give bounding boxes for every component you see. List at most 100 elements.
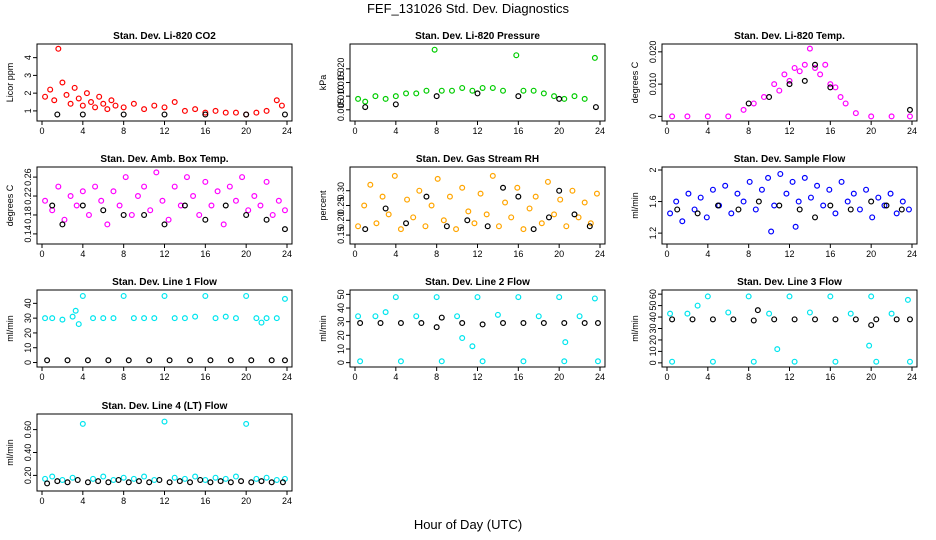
x-tick-label: 16 [825,249,835,259]
data-point [79,202,86,209]
data-point [187,357,194,364]
x-tick-label: 12 [159,126,169,136]
y-tick-label: 1 [23,108,33,113]
y-tick-label: 20 [23,328,33,338]
x-tick-label: 0 [664,372,669,382]
data-point [392,294,399,301]
panel-frame [349,166,606,245]
data-point [141,106,148,113]
data-point [120,292,127,299]
data-point [263,315,270,322]
data-point [515,294,522,301]
data-point [385,211,392,218]
data-point [868,293,875,300]
x-tick-label: 24 [282,372,292,382]
data-point [243,420,250,427]
x-tick-label: 20 [866,249,876,259]
x-tick-label: 0 [39,249,44,259]
data-point [243,111,250,118]
panel-title: Stan. Dev. Sample Flow [734,154,846,165]
panel-title: Stan. Dev. Line 4 (LT) Flow [102,401,228,412]
y-tick-label: 0.010 [648,73,658,96]
data-point [587,220,594,227]
data-point [248,357,255,364]
y-axis-label: ml/min [5,315,15,342]
y-tick-label: 0 [336,360,346,365]
data-point [771,202,778,209]
data-point [781,71,788,78]
data-point [667,310,674,317]
data-point [357,320,364,327]
x-tick-label: 20 [554,126,564,136]
data-point [110,188,117,195]
data-point [474,90,481,97]
data-point [372,93,379,100]
data-point [562,339,569,346]
data-point [520,226,527,233]
data-point [740,106,747,113]
data-point [87,99,94,106]
data-point [54,478,61,485]
data-point [404,196,411,203]
data-point [881,202,888,209]
data-point [826,186,833,193]
data-point [232,473,239,480]
data-point [469,87,476,94]
y-tick-label: 0.010 [336,85,346,108]
data-point [792,223,799,230]
data-point [253,109,260,116]
data-point [438,358,445,365]
data-point [515,193,522,200]
data-point [575,214,582,221]
x-tick-label: 12 [784,249,794,259]
data-point [391,172,398,179]
data-point [166,357,173,364]
y-tick-label: 0.25 [336,197,346,215]
data-point [776,202,783,209]
x-tick-label: 4 [705,372,710,382]
x-tick-label: 0 [352,372,357,382]
data-point [768,228,775,235]
y-axis-label: kPa [318,75,328,91]
data-point [873,358,880,365]
data-point [715,202,722,209]
data-point [520,87,527,94]
data-point [47,86,54,93]
data-point [263,178,270,185]
data-point [279,479,286,486]
data-point [75,95,82,102]
data-point [197,476,204,483]
data-point [771,316,778,323]
data-point [515,93,522,100]
data-point [55,45,62,52]
data-point [222,313,229,320]
data-point [42,315,49,322]
data-point [479,84,486,91]
data-point [243,211,250,218]
data-point [873,316,880,323]
data-point [561,358,568,365]
y-tick-label: 2 [648,167,658,172]
x-tick-label: 0 [39,496,44,506]
data-point [888,310,895,317]
data-point [684,113,691,120]
data-point [709,358,716,365]
data-point [227,479,234,486]
data-point [281,207,288,214]
data-point [745,100,752,107]
data-point [181,315,188,322]
data-point [433,294,440,301]
data-point [192,473,199,480]
data-point [722,182,729,189]
y-tick-label: 10 [336,344,346,354]
data-point [459,84,466,91]
panel-title: Stan. Dev. Line 2 Flow [425,277,530,288]
data-point [791,358,798,365]
data-point [689,316,696,323]
data-point [581,95,588,102]
data-point [214,188,221,195]
data-point [382,309,389,316]
data-point [273,97,280,104]
x-tick-label: 12 [472,372,482,382]
data-point [74,476,81,483]
